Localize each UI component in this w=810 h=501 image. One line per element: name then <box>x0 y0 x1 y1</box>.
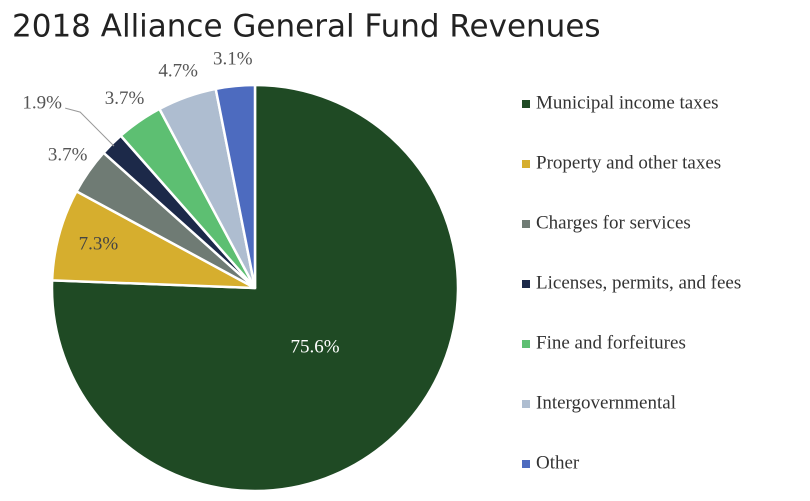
legend-label: Fine and forfeitures <box>536 332 686 353</box>
pie-slice <box>214 83 257 289</box>
legend-swatch <box>522 220 530 228</box>
legend-swatch <box>522 160 530 168</box>
data-label: 3.1% <box>213 48 253 69</box>
legend-label: Licenses, permits, and fees <box>536 272 741 293</box>
data-label: 75.6% <box>290 336 339 357</box>
legend-swatch <box>522 460 530 468</box>
legend-label: Municipal income taxes <box>536 92 719 113</box>
legend-swatch <box>522 100 530 108</box>
data-label: 7.3% <box>79 234 119 255</box>
legend-swatch <box>522 340 530 348</box>
data-label: 3.7% <box>48 145 88 166</box>
leader-line <box>65 107 115 147</box>
data-label: 3.7% <box>105 88 145 109</box>
legend-swatch <box>522 400 530 408</box>
legend-label: Intergovernmental <box>536 392 676 413</box>
data-label: 1.9% <box>22 92 62 113</box>
legend-label: Other <box>536 452 580 473</box>
legend-swatch <box>522 280 530 288</box>
data-label: 4.7% <box>158 61 198 82</box>
legend-label: Charges for services <box>536 212 691 233</box>
legend-label: Property and other taxes <box>536 152 721 173</box>
chart-title: 2018 Alliance General Fund Revenues <box>12 9 601 45</box>
